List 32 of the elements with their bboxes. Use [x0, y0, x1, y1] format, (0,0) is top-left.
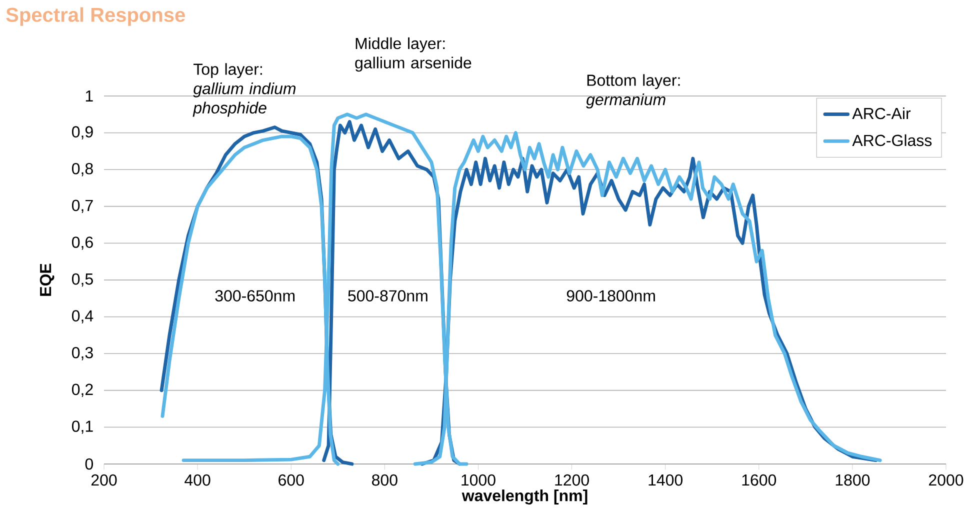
annotation: 300-650nm [215, 290, 295, 302]
x-tick-label: 1800 [836, 474, 870, 486]
x-tick-label: 1400 [648, 474, 683, 486]
y-tick-label: 0,7 [72, 200, 93, 213]
chart-title: Spectral Response [6, 7, 185, 26]
y-tick-label: 0,3 [72, 346, 93, 360]
legend-label: ARC-Air [852, 107, 911, 120]
annotation: 900-1800nm [566, 290, 655, 302]
y-tick-label: 0,9 [72, 126, 93, 140]
x-tick-label: 800 [372, 474, 398, 486]
text: Middle layer: gallium arsenide [355, 37, 472, 72]
x-tick-label: 1600 [742, 474, 776, 486]
x-tick-label: 1200 [555, 474, 589, 486]
y-tick-label: 0 [85, 458, 93, 470]
annotation: Top layer: gallium indium phosphide [192, 63, 296, 117]
x-axis-title: wavelength [nm] [462, 490, 588, 505]
y-tick-label: 0,2 [72, 384, 93, 397]
x-tick-label: 600 [278, 474, 304, 486]
x-tick-label: 1000 [462, 474, 496, 486]
y-tick-label: 1 [86, 90, 93, 102]
annotation: Bottom layer: germanium [586, 74, 680, 108]
y-tick-label: 0,6 [72, 236, 93, 250]
legend-label: ARC-Glass [852, 134, 932, 146]
y-tick-label: 0,1 [72, 420, 93, 434]
y-axis-title: EQE [40, 264, 54, 296]
y-tick-label: 0,5 [72, 273, 93, 287]
x-tick-label: 2000 [929, 474, 964, 486]
annotation: 500-870nm [348, 290, 428, 302]
x-tick-label: 400 [184, 474, 210, 486]
y-tick-label: 0,4 [72, 310, 94, 324]
x-tick-label: 200 [91, 474, 117, 486]
y-tick-label: 0,8 [72, 162, 93, 176]
